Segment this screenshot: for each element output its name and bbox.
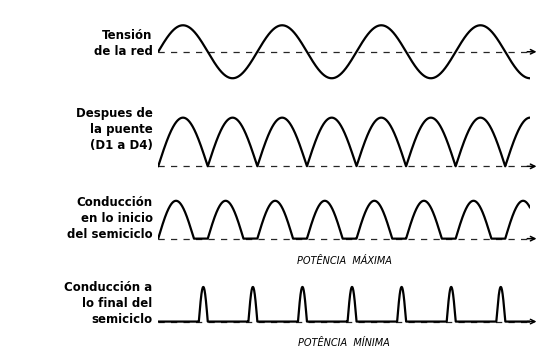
Text: Conducción
en lo inicio
del semiciclo: Conducción en lo inicio del semiciclo [67, 196, 153, 241]
Text: POTÊNCIA  MÍNIMA: POTÊNCIA MÍNIMA [298, 338, 390, 348]
Text: Tensión
de la red: Tensión de la red [94, 29, 153, 57]
Text: POTÊNCIA  MÁXIMA: POTÊNCIA MÁXIMA [297, 256, 391, 266]
Text: Despues de
la puente
(D1 a D4): Despues de la puente (D1 a D4) [75, 107, 153, 152]
Text: Conducción a
lo final del
semiciclo: Conducción a lo final del semiciclo [64, 281, 153, 326]
